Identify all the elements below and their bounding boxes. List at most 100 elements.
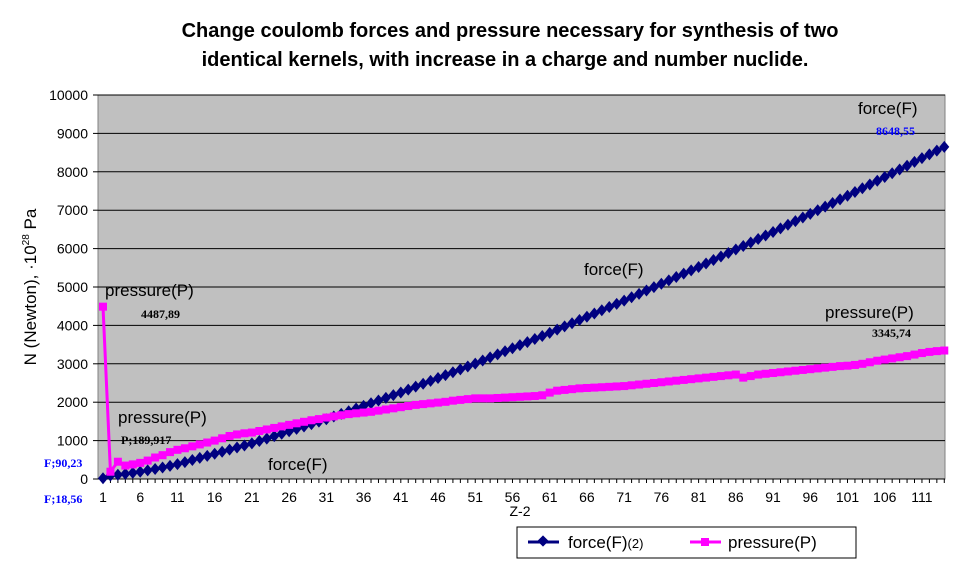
y-tick-label: 10000: [49, 87, 88, 103]
force-point: [715, 250, 726, 263]
force-point: [574, 313, 585, 326]
pressure-point: [679, 375, 688, 384]
force-point: [797, 211, 808, 224]
x-tick-label: 66: [579, 489, 595, 505]
force-point: [112, 468, 123, 481]
annotation-force-second-value: F;90,23: [44, 456, 82, 470]
pressure-point: [381, 405, 390, 414]
force-point: [812, 204, 823, 217]
force-point: [842, 189, 853, 202]
pressure-point: [903, 352, 912, 361]
force-point: [626, 291, 637, 304]
force-point: [403, 383, 414, 396]
pressure-point: [434, 398, 443, 407]
force-point: [537, 329, 548, 342]
force-point: [276, 427, 287, 440]
pressure-point: [314, 415, 323, 424]
pressure-point: [761, 369, 770, 378]
pressure-point: [195, 440, 204, 449]
pressure-point: [203, 438, 212, 447]
pressure-point: [493, 393, 502, 402]
force-point: [835, 193, 846, 206]
x-tick-label: 81: [691, 489, 707, 505]
pressure-point: [411, 400, 420, 409]
pressure-point: [344, 410, 353, 419]
pressure-point: [367, 407, 376, 416]
chart-title-line-1: Change coulomb forces and pressure neces…: [182, 20, 839, 42]
pressure-point: [143, 456, 152, 465]
pressure-point: [694, 374, 703, 383]
x-tick-label: 101: [836, 489, 860, 505]
x-tick-label: 21: [244, 489, 260, 505]
force-point: [641, 284, 652, 297]
force-point: [879, 170, 890, 183]
force-point: [581, 310, 592, 323]
pressure-point: [180, 444, 189, 453]
x-tick-label: 96: [802, 489, 818, 505]
force-point: [634, 287, 645, 300]
force-point: [738, 239, 749, 252]
pressure-point: [151, 453, 160, 462]
force-point: [388, 389, 399, 402]
force-point: [529, 333, 540, 346]
force-point: [239, 439, 250, 452]
pressure-point: [359, 408, 368, 417]
pressure-point: [672, 376, 681, 385]
pressure-point: [441, 397, 450, 406]
x-tick-label: 26: [281, 489, 297, 505]
annotation-force-first-value: F;18,56: [44, 492, 82, 506]
pressure-point: [865, 358, 874, 367]
force-point: [730, 243, 741, 256]
x-tick-label: 51: [467, 489, 483, 505]
pressure-point: [247, 428, 256, 437]
pressure-point: [731, 370, 740, 379]
force-point: [909, 155, 920, 168]
annotation-force-top-value: 8648,55: [876, 124, 915, 138]
pressure-point: [813, 364, 822, 373]
force-point: [827, 197, 838, 210]
x-tick-label: 46: [430, 489, 446, 505]
force-point: [619, 294, 630, 307]
pressure-point: [917, 349, 926, 358]
pressure-point: [456, 395, 465, 404]
pressure-point: [553, 386, 562, 395]
pressure-point: [136, 458, 145, 467]
pressure-point: [635, 380, 644, 389]
force-point: [522, 336, 533, 349]
force-point: [723, 246, 734, 259]
pressure-point: [538, 391, 547, 400]
force-point: [492, 348, 503, 361]
legend-pressure-label: pressure(P): [728, 533, 817, 552]
pressure-point: [270, 423, 279, 432]
annotation-pressure-second: pressure(P): [118, 408, 207, 427]
pressure-point: [724, 371, 733, 380]
pressure-point: [888, 354, 897, 363]
force-point: [745, 236, 756, 249]
pressure-point: [374, 406, 383, 415]
pressure-point: [880, 355, 889, 364]
pressure-point: [337, 411, 346, 420]
force-point: [872, 174, 883, 187]
pressure-point: [776, 368, 785, 377]
force-point: [172, 458, 183, 471]
pressure-point: [560, 385, 569, 394]
pressure-point: [664, 377, 673, 386]
force-point: [544, 326, 555, 339]
pressure-point: [463, 395, 472, 404]
force-point: [366, 397, 377, 410]
force-point: [477, 354, 488, 367]
force-point: [782, 218, 793, 231]
pressure-point: [612, 382, 621, 391]
x-tick-label: 86: [728, 489, 744, 505]
force-point: [440, 369, 451, 382]
force-point: [864, 178, 875, 191]
pressure-point: [575, 384, 584, 393]
x-tick-label: 36: [356, 489, 372, 505]
pressure-point: [873, 356, 882, 365]
x-tick-label: 91: [765, 489, 781, 505]
annotation-force-mid: force(F): [584, 260, 644, 279]
force-point: [142, 464, 153, 477]
force-point: [708, 253, 719, 266]
pressure-point: [486, 394, 495, 403]
